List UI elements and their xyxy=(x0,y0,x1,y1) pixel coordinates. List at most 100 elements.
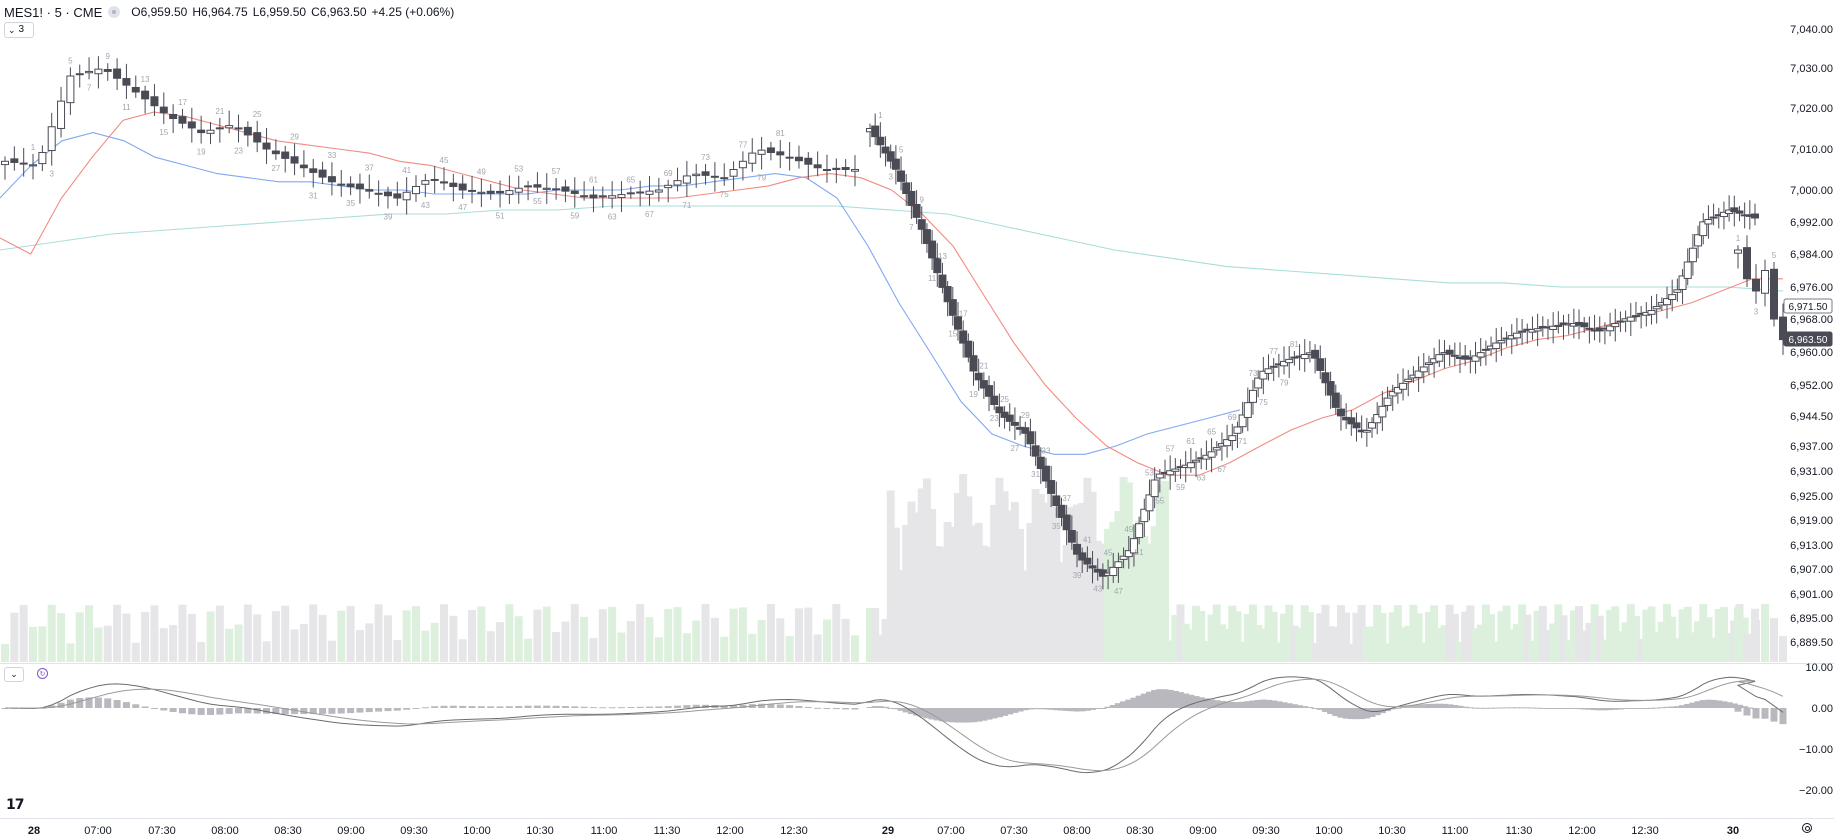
macd-histogram-bar xyxy=(720,705,728,708)
time-tick-label: 08:30 xyxy=(1126,825,1154,837)
macd-histogram-bar xyxy=(94,697,102,708)
time-tick-label: 10:30 xyxy=(526,825,554,837)
candle xyxy=(1228,423,1237,451)
time-tick-label: 08:00 xyxy=(211,825,239,837)
candle xyxy=(290,143,299,176)
macd-histogram-bar xyxy=(1627,708,1635,709)
volume-bar xyxy=(150,605,159,662)
volume-bar xyxy=(1564,640,1573,662)
volume-bar xyxy=(262,641,271,662)
macd-histogram-bar xyxy=(1290,704,1298,708)
time-tick-label: 07:30 xyxy=(148,825,176,837)
candle xyxy=(1264,354,1273,381)
candle xyxy=(1254,370,1263,398)
volume-bar xyxy=(1114,511,1123,662)
candle xyxy=(654,177,663,202)
volume-bar xyxy=(710,617,719,662)
bar-number-label: 5 xyxy=(1772,251,1777,260)
volume-bar xyxy=(1595,615,1604,662)
macd-tick-label: −10.00 xyxy=(1799,744,1833,756)
candle xyxy=(113,58,122,90)
symbol-legend: MES1! · 5 · CME O 6,959.50 H 6,964.75 L 6,9… xyxy=(4,4,454,20)
volume-bar xyxy=(552,631,561,662)
bar-number-label: 55 xyxy=(533,197,542,206)
last-price-badge: 6,963.50 xyxy=(1783,331,1833,347)
macd-histogram-bar xyxy=(1208,699,1216,708)
candle-body xyxy=(458,183,467,191)
high-value: 6,964.75 xyxy=(200,5,248,19)
macd-histogram-bar xyxy=(608,707,616,709)
candle-body xyxy=(1730,207,1739,213)
macd-histogram-bar xyxy=(141,706,149,708)
symbol-title[interactable]: MES1! · 5 · CME xyxy=(4,4,103,20)
macd-histogram-bar xyxy=(1026,708,1034,710)
volume-bar xyxy=(748,633,757,662)
volume-bar xyxy=(1569,610,1578,662)
bar-number-label: 49 xyxy=(1124,525,1133,534)
price-tick-label: 6,919.00 xyxy=(1790,515,1833,527)
macd-histogram-bar xyxy=(328,708,336,714)
bar-number-label: 21 xyxy=(979,361,988,370)
candle-body xyxy=(1109,566,1118,577)
macd-histogram-bar xyxy=(300,708,308,715)
macd-histogram-bar xyxy=(1503,707,1511,709)
candle-body xyxy=(1259,370,1268,380)
sync-icon[interactable]: ↻ xyxy=(37,668,48,679)
macd-histogram-bar xyxy=(758,703,766,708)
volume-bar xyxy=(1554,604,1563,662)
candle xyxy=(561,179,570,203)
candle xyxy=(178,108,187,129)
candle-body xyxy=(1512,332,1521,339)
macd-histogram-bar xyxy=(160,708,168,711)
volume-bar xyxy=(589,637,598,662)
volume-bar xyxy=(10,612,19,662)
candle xyxy=(1373,402,1382,435)
candle xyxy=(701,163,710,185)
volume-bar xyxy=(1161,480,1169,662)
time-tick-label: 10:00 xyxy=(1315,825,1343,837)
candle-body xyxy=(1212,447,1221,451)
volume-bar xyxy=(979,545,988,662)
candle-body xyxy=(47,126,56,152)
volume-bar xyxy=(533,609,542,662)
bar-number-label: 59 xyxy=(570,212,579,221)
macd-pane-collapse-button[interactable]: ⌄ xyxy=(4,667,24,682)
bar-number-label: 35 xyxy=(346,199,355,208)
candle xyxy=(309,158,318,188)
volume-series xyxy=(1,474,1787,662)
macd-tick-label: 10.00 xyxy=(1805,662,1833,674)
market-status-icon[interactable] xyxy=(108,6,121,18)
indicators-toggle-button[interactable]: ⌄ 3 xyxy=(4,22,34,38)
candle-body xyxy=(1585,327,1594,330)
candle xyxy=(47,112,56,166)
bar-number-label: 9 xyxy=(920,195,925,204)
candle-body xyxy=(1233,426,1242,434)
candle xyxy=(851,155,859,187)
macd-histogram-bar xyxy=(1409,705,1417,708)
bar-number-label: 63 xyxy=(608,212,617,221)
macd-histogram-bar xyxy=(1233,702,1241,708)
candle-body xyxy=(477,191,486,194)
macd-histogram-bar xyxy=(85,697,93,708)
candle-body xyxy=(1626,316,1635,322)
candle-body xyxy=(757,149,766,155)
candle-body xyxy=(1316,358,1325,371)
volume-bar xyxy=(881,618,890,662)
time-tick-label: 11:30 xyxy=(1506,825,1533,837)
candle xyxy=(1673,278,1682,302)
tradingview-logo[interactable]: 17 xyxy=(6,797,25,813)
macd-histogram-bar xyxy=(1192,696,1200,708)
candle xyxy=(1145,479,1154,521)
volume-bar xyxy=(1543,629,1552,662)
candle xyxy=(766,141,775,161)
candle xyxy=(1285,346,1294,378)
volume-bar xyxy=(1016,528,1025,662)
candle-body xyxy=(1554,324,1563,327)
gear-icon[interactable] xyxy=(1802,823,1812,833)
candle xyxy=(897,156,906,191)
candle-body xyxy=(1047,480,1056,494)
candle-body xyxy=(1419,366,1428,373)
volume-bar xyxy=(94,627,103,662)
macd-histogram-bar xyxy=(1171,690,1179,708)
